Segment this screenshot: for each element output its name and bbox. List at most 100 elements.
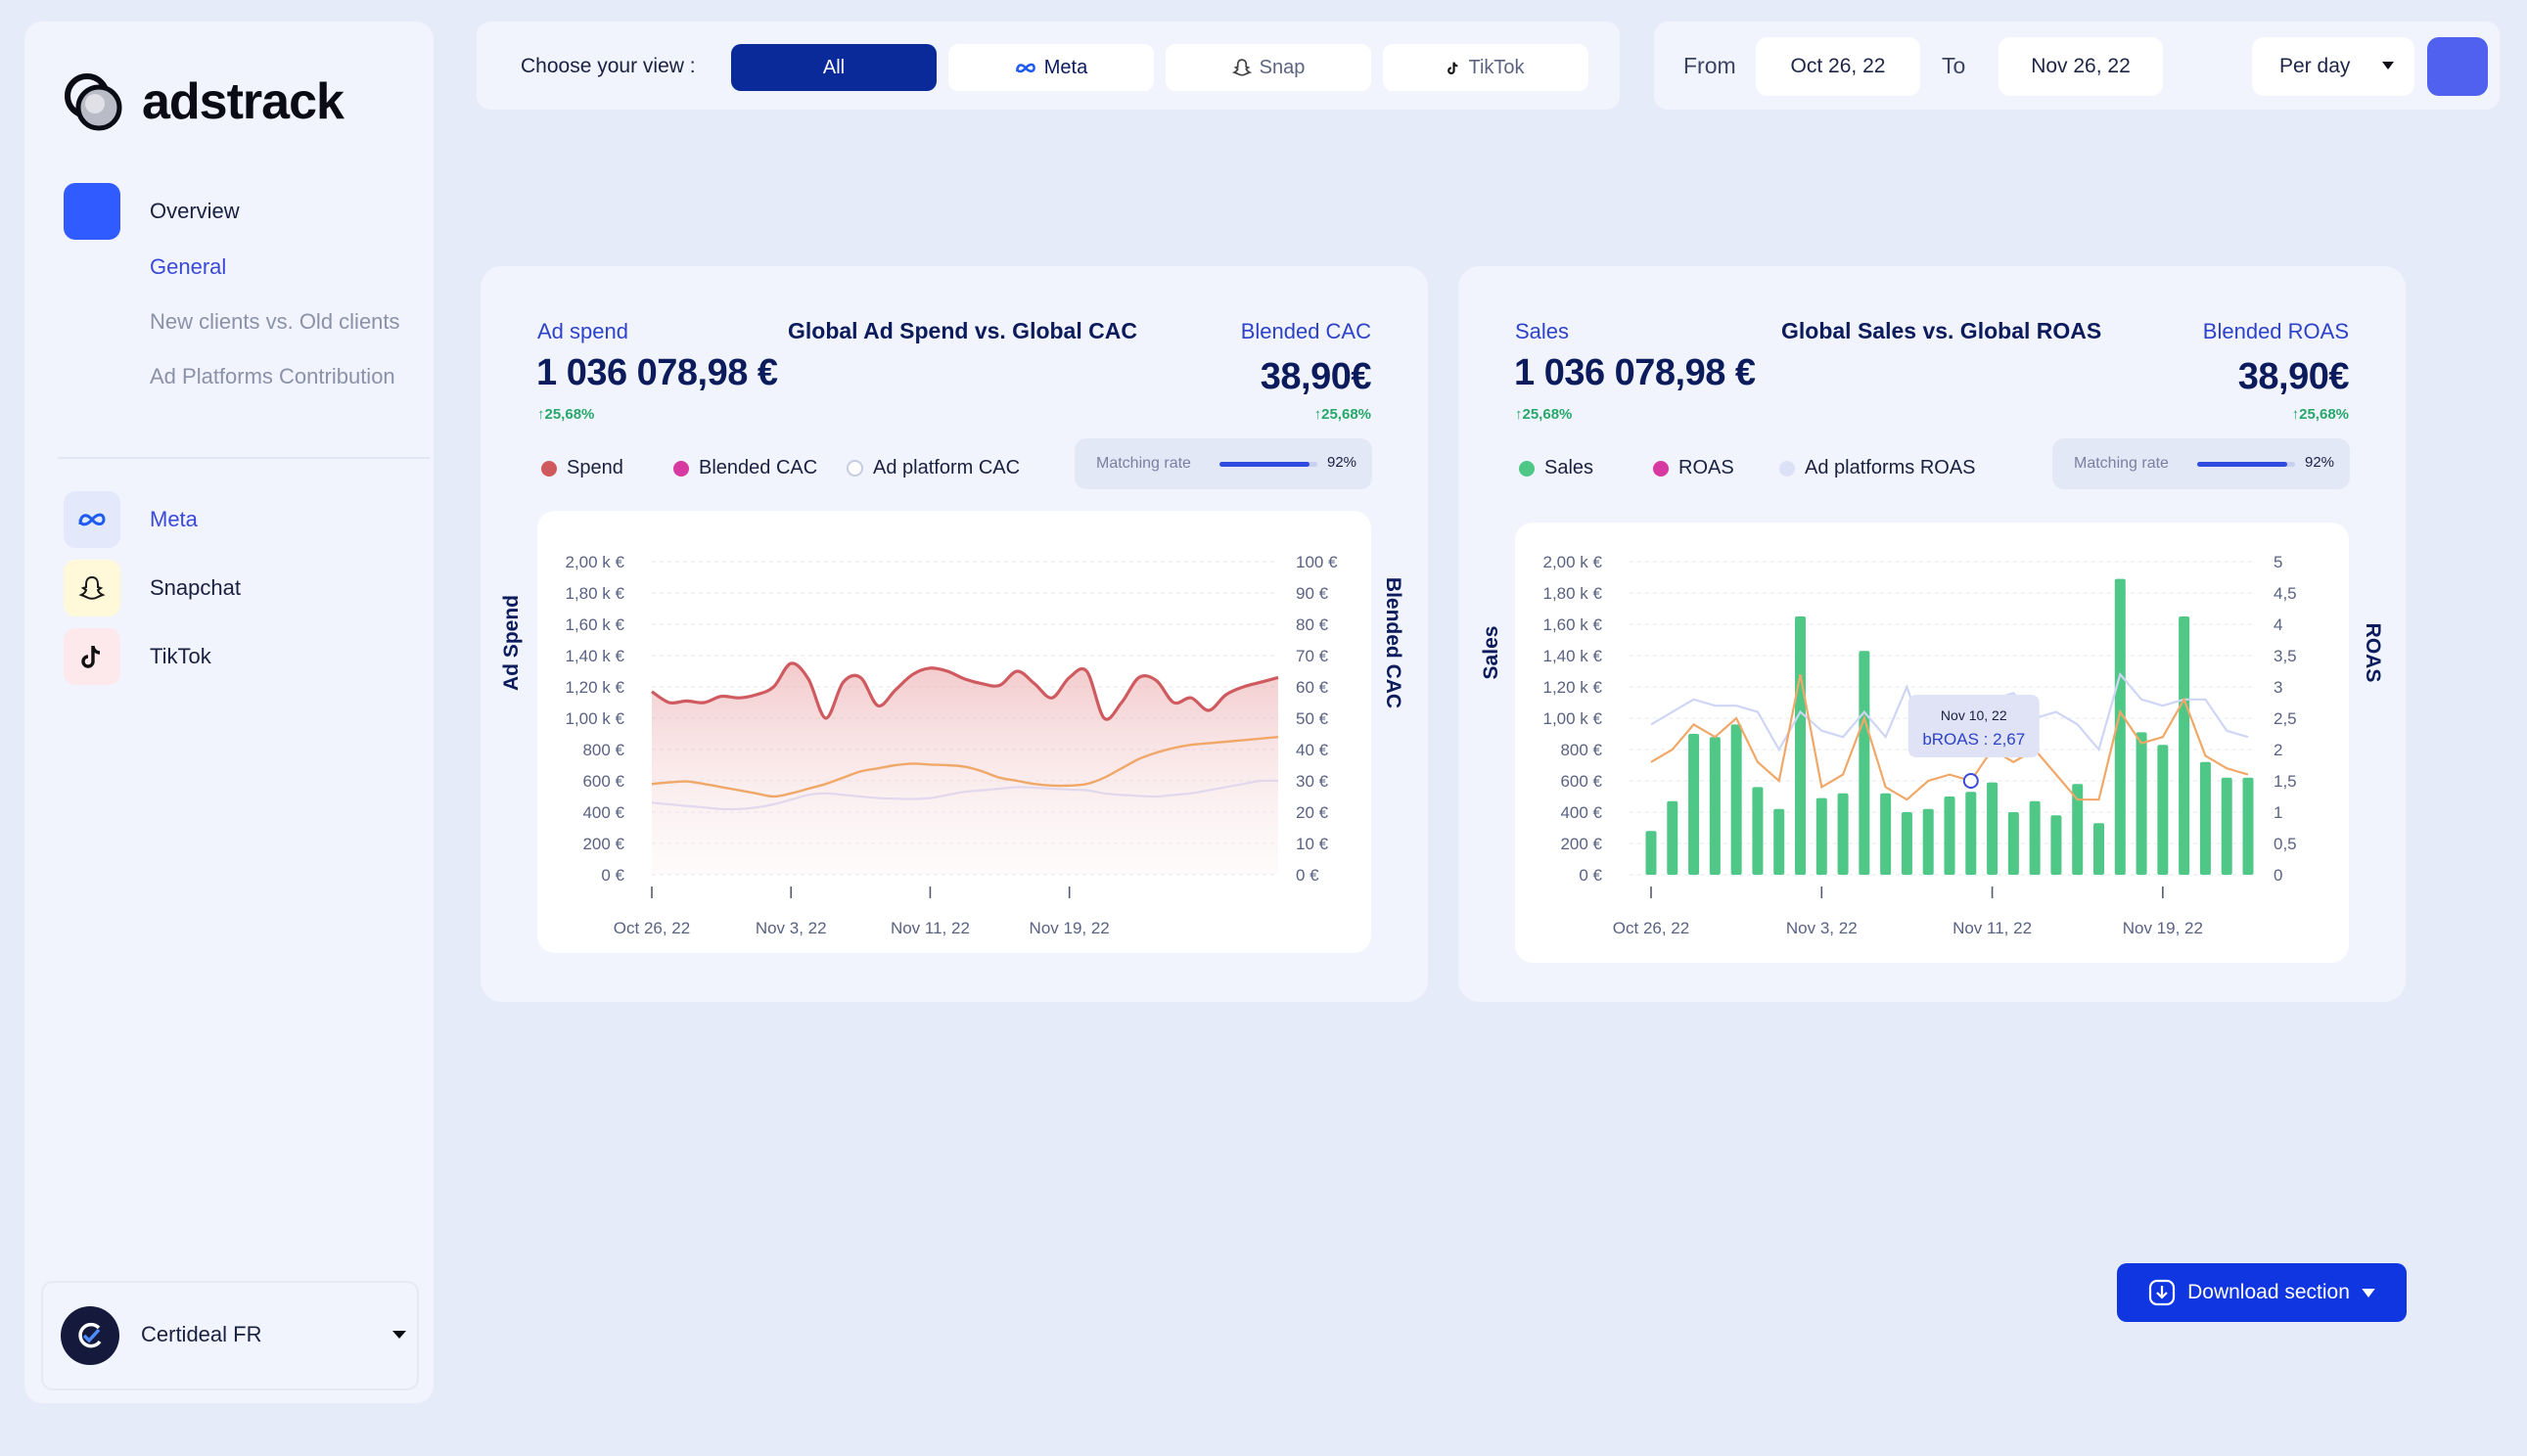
legend-ad-platform-cac: Ad platform CAC bbox=[847, 457, 1020, 479]
to-label: To bbox=[1942, 53, 1966, 78]
bar-sales bbox=[1773, 808, 1785, 875]
bar-sales bbox=[2114, 578, 2126, 875]
account-switcher[interactable]: Certideal FR bbox=[41, 1281, 419, 1390]
bar-sales bbox=[2242, 777, 2254, 875]
view-all-button[interactable]: All bbox=[731, 44, 937, 91]
bar-sales bbox=[1709, 737, 1721, 875]
y-tick-label-left: 1,40 k € bbox=[566, 647, 625, 665]
matching-rate-value: 92% bbox=[1327, 454, 1357, 471]
legend-dot bbox=[673, 460, 689, 477]
bar-sales bbox=[1880, 793, 1892, 875]
bar-sales bbox=[1837, 793, 1849, 875]
overview-icon[interactable] bbox=[64, 183, 120, 240]
y-tick-label-right: 4 bbox=[2274, 615, 2282, 634]
y-tick-label-right: 40 € bbox=[1296, 741, 1329, 759]
sidebar-item-tiktok[interactable]: TikTok bbox=[150, 644, 211, 668]
granularity-select[interactable]: Per day bbox=[2252, 37, 2414, 96]
y-tick-label-right: 4,5 bbox=[2274, 584, 2297, 603]
bar-sales bbox=[1688, 734, 1700, 875]
nav-ad-platforms-contribution[interactable]: Ad Platforms Contribution bbox=[150, 364, 395, 388]
y-tick-label-left: 0 € bbox=[601, 866, 624, 885]
arrow-up-icon: ↑ bbox=[1313, 406, 1322, 423]
y-tick-label-left: 2,00 k € bbox=[1543, 553, 1603, 571]
y-tick-label-right: 70 € bbox=[1296, 647, 1329, 665]
view-snap-button[interactable]: Snap bbox=[1166, 44, 1371, 91]
arrow-up-icon: ↑ bbox=[537, 406, 545, 423]
brand-name: adstrack bbox=[142, 73, 345, 130]
tooltip-date: Nov 10, 22 bbox=[1941, 707, 2007, 723]
snapchat-icon[interactable] bbox=[64, 560, 120, 616]
x-tick-label: Nov 19, 22 bbox=[1030, 919, 1110, 937]
bar-sales bbox=[1922, 808, 1934, 875]
bar-sales bbox=[2157, 745, 2169, 875]
x-tick-label: Nov 11, 22 bbox=[1953, 919, 2032, 937]
y-tick-label-right: 60 € bbox=[1296, 678, 1329, 697]
bar-sales bbox=[2136, 732, 2147, 875]
sidebar-divider bbox=[58, 457, 430, 459]
matching-rate-track bbox=[2197, 462, 2295, 467]
matching-rate-label: Matching rate bbox=[2074, 455, 2169, 472]
spend-area bbox=[652, 662, 1278, 875]
legend-blended-cac: Blended CAC bbox=[673, 457, 817, 479]
from-date-input[interactable]: Oct 26, 22 bbox=[1756, 37, 1920, 96]
y-tick-label-right: 3,5 bbox=[2274, 647, 2297, 665]
nav-general[interactable]: General bbox=[150, 254, 227, 279]
bar-sales bbox=[1965, 792, 1977, 875]
view-selector-label: Choose your view : bbox=[521, 55, 696, 77]
bar-sales bbox=[1944, 796, 1955, 875]
y-tick-label-left: 600 € bbox=[1560, 772, 1602, 791]
ad-spend-value: 1 036 078,98 € bbox=[536, 352, 778, 393]
nav-new-vs-old-clients[interactable]: New clients vs. Old clients bbox=[150, 309, 400, 334]
legend-spend: Spend bbox=[541, 457, 623, 479]
sidebar: adstrack Overview General New clients vs… bbox=[24, 22, 434, 1403]
x-tick-label: Nov 19, 22 bbox=[2123, 919, 2203, 937]
to-date-input[interactable]: Nov 26, 22 bbox=[1999, 37, 2163, 96]
meta-icon[interactable] bbox=[64, 491, 120, 548]
tooltip-value: bROAS : 2,67 bbox=[1922, 730, 2025, 749]
bar-sales bbox=[2050, 815, 2062, 875]
view-meta-button[interactable]: Meta bbox=[948, 44, 1154, 91]
y-tick-label-left: 1,60 k € bbox=[1543, 615, 1603, 634]
sales-card: Sales 1 036 078,98 € ↑25,68% Global Sale… bbox=[1458, 266, 2406, 1002]
legend-dot bbox=[1519, 460, 1535, 477]
y-tick-label-left: 1,20 k € bbox=[566, 678, 625, 697]
tooltip-box bbox=[1907, 695, 2040, 757]
blended-cac-label: Blended CAC bbox=[1240, 319, 1371, 343]
view-tiktok-button[interactable]: TikTok bbox=[1383, 44, 1588, 91]
arrow-up-icon: ↑ bbox=[1515, 406, 1523, 423]
matching-rate-track bbox=[1219, 462, 1317, 467]
blended-cac-value: 38,90€ bbox=[1260, 356, 1372, 397]
bar-sales bbox=[2199, 761, 2211, 875]
series-line-spend bbox=[651, 661, 1279, 721]
nav-overview[interactable]: Overview bbox=[150, 199, 240, 223]
blended-roas-label: Blended ROAS bbox=[2202, 319, 2349, 343]
y-tick-label-left: 1,60 k € bbox=[566, 615, 625, 634]
y-tick-label-right: 5 bbox=[2274, 553, 2282, 571]
view-tiktok-label: TikTok bbox=[1468, 56, 1525, 78]
bar-sales bbox=[1901, 812, 1912, 875]
bar-sales bbox=[1730, 724, 1742, 875]
sales-card-title: Global Sales vs. Global ROAS bbox=[1781, 318, 2102, 343]
legend-ad-platforms-roas: Ad platforms ROAS bbox=[1779, 457, 1976, 479]
bar-sales bbox=[1645, 831, 1657, 875]
y-tick-label-right: 20 € bbox=[1296, 803, 1329, 822]
y-axis-right-title: Blended CAC bbox=[1382, 576, 1404, 709]
view-all-label: All bbox=[822, 56, 846, 78]
y-axis-right-title: ROAS bbox=[2362, 622, 2384, 683]
y-tick-label-right: 0 bbox=[2274, 866, 2282, 885]
apply-button[interactable] bbox=[2427, 37, 2488, 96]
y-tick-label-right: 90 € bbox=[1296, 584, 1329, 603]
bar-sales bbox=[1987, 782, 1999, 875]
matching-rate-value: 92% bbox=[2305, 454, 2335, 471]
download-section-button[interactable]: Download section bbox=[2117, 1263, 2407, 1322]
legend-dot bbox=[541, 460, 557, 477]
view-meta-label: Meta bbox=[1043, 56, 1088, 78]
sidebar-item-meta[interactable]: Meta bbox=[150, 507, 198, 531]
tiktok-icon[interactable] bbox=[64, 628, 120, 685]
y-tick-label-left: 200 € bbox=[582, 835, 624, 853]
y-tick-label-left: 1,80 k € bbox=[566, 584, 625, 603]
sidebar-item-snapchat[interactable]: Snapchat bbox=[150, 575, 241, 600]
x-tick-label: Nov 11, 22 bbox=[891, 919, 970, 937]
y-tick-label-right: 30 € bbox=[1296, 772, 1329, 791]
y-tick-label-left: 1,80 k € bbox=[1543, 584, 1603, 603]
